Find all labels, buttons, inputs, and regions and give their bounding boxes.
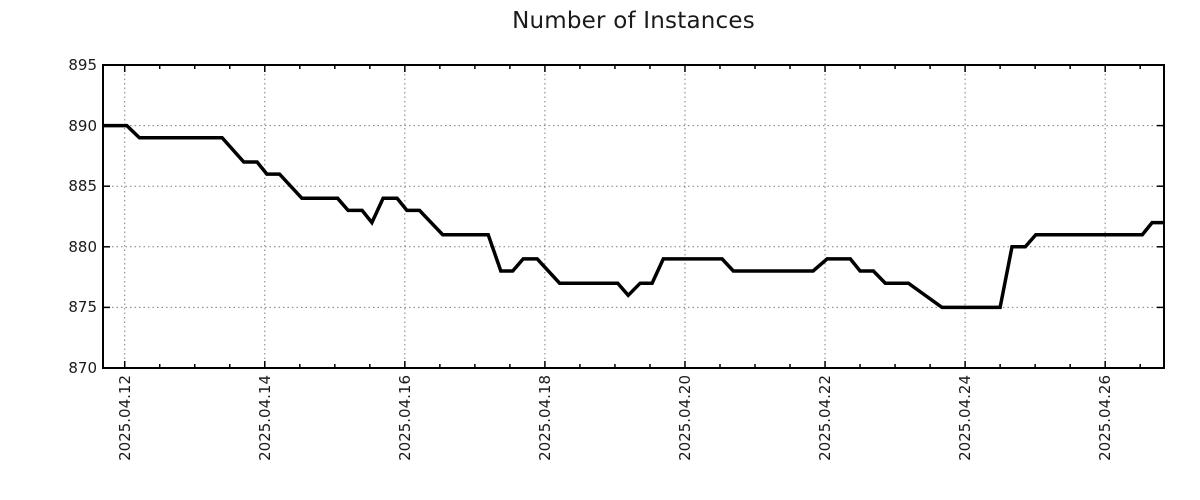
x-tick-label: 2025.04.24 xyxy=(956,375,975,461)
y-tick-label: 895 xyxy=(68,56,97,74)
plot-border xyxy=(102,64,1165,369)
x-tick-label: 2025.04.26 xyxy=(1096,375,1115,461)
data-line-instances xyxy=(103,123,1164,310)
y-tick-label: 885 xyxy=(68,177,97,196)
x-tick-label: 2025.04.18 xyxy=(535,375,554,461)
y-tick-label: 870 xyxy=(68,359,97,377)
y-tick-label: 875 xyxy=(68,298,97,317)
chart-title: Number of Instances xyxy=(512,8,755,34)
y-tick-label: 890 xyxy=(68,116,97,135)
y-tick-label: 880 xyxy=(68,237,97,256)
x-tick-label: 2025.04.22 xyxy=(816,375,835,461)
x-tick-label: 2025.04.16 xyxy=(395,375,414,461)
x-tick-label: 2025.04.14 xyxy=(255,375,274,461)
x-tick-label: 2025.04.12 xyxy=(115,375,134,461)
x-tick-label: 2025.04.20 xyxy=(675,375,694,461)
